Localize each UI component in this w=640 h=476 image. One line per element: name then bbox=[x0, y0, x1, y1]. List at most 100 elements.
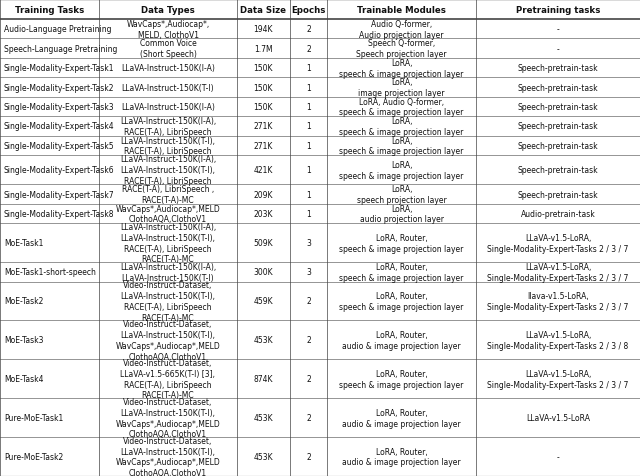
Text: LLaVA-Instruct-150K(I-A),
LLaVA-Instruct-150K(T-I): LLaVA-Instruct-150K(I-A), LLaVA-Instruct… bbox=[120, 262, 216, 282]
Text: 1: 1 bbox=[306, 103, 311, 112]
Text: 150K: 150K bbox=[253, 103, 273, 112]
Text: Common Voice
(Short Speech): Common Voice (Short Speech) bbox=[140, 39, 196, 59]
Text: WavCaps*,Audiocap*,MELD
ClothoAQA,ClothoV1: WavCaps*,Audiocap*,MELD ClothoAQA,Clotho… bbox=[116, 204, 220, 224]
Text: 300K: 300K bbox=[253, 268, 273, 277]
Text: LLaVA-Instruct-150K(T-I),
RACE(T-A), LibriSpeech: LLaVA-Instruct-150K(T-I), RACE(T-A), Lib… bbox=[120, 136, 216, 156]
Text: 2: 2 bbox=[306, 452, 311, 461]
Text: Single-Modality-Expert-Task4: Single-Modality-Expert-Task4 bbox=[4, 122, 115, 131]
Text: Epochs: Epochs bbox=[291, 6, 326, 14]
Text: LoRA, Router,
audio & image projection layer: LoRA, Router, audio & image projection l… bbox=[342, 447, 461, 466]
Text: 453K: 453K bbox=[253, 413, 273, 422]
Text: 3: 3 bbox=[306, 268, 311, 277]
Text: LLaVA-Instruct-150K(T-I): LLaVA-Instruct-150K(T-I) bbox=[122, 83, 214, 92]
Text: LoRA, Audio Q-former,
speech & image projection layer: LoRA, Audio Q-former, speech & image pro… bbox=[339, 98, 464, 117]
Text: Speech-pretrain-task: Speech-pretrain-task bbox=[518, 103, 598, 112]
Text: Data Size: Data Size bbox=[241, 6, 286, 14]
Text: -: - bbox=[557, 452, 559, 461]
Text: 509K: 509K bbox=[253, 238, 273, 248]
Text: Single-Modality-Expert-Task3: Single-Modality-Expert-Task3 bbox=[4, 103, 115, 112]
Text: 150K: 150K bbox=[253, 83, 273, 92]
Text: llava-v1.5-LoRA,
Single-Modality-Expert-Tasks 2 / 3 / 7: llava-v1.5-LoRA, Single-Modality-Expert-… bbox=[488, 291, 628, 311]
Text: MoE-Task1: MoE-Task1 bbox=[4, 238, 44, 248]
Text: LoRA,
speech & image projection layer: LoRA, speech & image projection layer bbox=[339, 136, 464, 156]
Text: LLaVA-v1.5-LoRA,
Single-Modality-Expert-Tasks 2 / 3 / 7: LLaVA-v1.5-LoRA, Single-Modality-Expert-… bbox=[488, 233, 628, 253]
Text: LoRA,
image projection layer: LoRA, image projection layer bbox=[358, 78, 445, 98]
Text: LLaVA-v1.5-LoRA: LLaVA-v1.5-LoRA bbox=[526, 413, 590, 422]
Text: 203K: 203K bbox=[253, 209, 273, 218]
Text: LoRA,
speech & image projection layer: LoRA, speech & image projection layer bbox=[339, 117, 464, 137]
Text: 1: 1 bbox=[306, 209, 311, 218]
Text: 1: 1 bbox=[306, 142, 311, 150]
Text: Speech-Language Pretraining: Speech-Language Pretraining bbox=[4, 45, 117, 54]
Text: Single-Modality-Expert-Task5: Single-Modality-Expert-Task5 bbox=[4, 142, 115, 150]
Text: LoRA, Router,
speech & image projection layer: LoRA, Router, speech & image projection … bbox=[339, 233, 464, 253]
Text: MoE-Task2: MoE-Task2 bbox=[4, 297, 44, 306]
Text: LLaVA-Instruct-150K(I-A): LLaVA-Instruct-150K(I-A) bbox=[121, 64, 215, 73]
Text: 3: 3 bbox=[306, 238, 311, 248]
Text: 194K: 194K bbox=[253, 25, 273, 34]
Text: 2: 2 bbox=[306, 336, 311, 345]
Text: 150K: 150K bbox=[253, 64, 273, 73]
Text: Audio Q-former,
Audio projection layer: Audio Q-former, Audio projection layer bbox=[359, 20, 444, 40]
Text: 453K: 453K bbox=[253, 336, 273, 345]
Text: LoRA,
speech & image projection layer: LoRA, speech & image projection layer bbox=[339, 59, 464, 79]
Text: LoRA, Router,
speech & image projection layer: LoRA, Router, speech & image projection … bbox=[339, 262, 464, 282]
Text: 2: 2 bbox=[306, 375, 311, 384]
Text: LLaVA-Instruct-150K(I-A): LLaVA-Instruct-150K(I-A) bbox=[121, 103, 215, 112]
Text: LLaVA-Instruct-150K(I-A),
LLaVA-Instruct-150K(T-I),
RACE(T-A), LibriSpeech
RACE(: LLaVA-Instruct-150K(I-A), LLaVA-Instruct… bbox=[120, 223, 216, 264]
Text: LLaVA-v1.5-LoRA,
Single-Modality-Expert-Tasks 2 / 3 / 7: LLaVA-v1.5-LoRA, Single-Modality-Expert-… bbox=[488, 369, 628, 389]
Text: Single-Modality-Expert-Task8: Single-Modality-Expert-Task8 bbox=[4, 209, 115, 218]
Text: Audio-Language Pretraining: Audio-Language Pretraining bbox=[4, 25, 111, 34]
Text: Pretraining tasks: Pretraining tasks bbox=[516, 6, 600, 14]
Text: 2: 2 bbox=[306, 297, 311, 306]
Text: 874K: 874K bbox=[253, 375, 273, 384]
Text: Single-Modality-Expert-Task7: Single-Modality-Expert-Task7 bbox=[4, 190, 115, 199]
Text: 209K: 209K bbox=[253, 190, 273, 199]
Text: LLaVA-Instruct-150K(I-A),
LLaVA-Instruct-150K(T-I),
RACE(T-A), LibriSpeech: LLaVA-Instruct-150K(I-A), LLaVA-Instruct… bbox=[120, 155, 216, 186]
Text: LLaVA-Instruct-150K(I-A),
RACE(T-A), LibriSpeech: LLaVA-Instruct-150K(I-A), RACE(T-A), Lib… bbox=[120, 117, 216, 137]
Text: Trainable Modules: Trainable Modules bbox=[357, 6, 446, 14]
Text: 2: 2 bbox=[306, 25, 311, 34]
Text: LoRA, Router,
speech & image projection layer: LoRA, Router, speech & image projection … bbox=[339, 369, 464, 389]
Text: LoRA,
audio projection layer: LoRA, audio projection layer bbox=[360, 204, 444, 224]
Text: Video-Instruct-Dataset,
LLaVA-v1.5-665K(T-I) [3],
RACE(T-A), LibriSpeech
RACE(T-: Video-Instruct-Dataset, LLaVA-v1.5-665K(… bbox=[120, 358, 216, 399]
Text: Video-Instruct-Dataset,
LLaVA-Instruct-150K(T-I),
WavCaps*,Audiocap*,MELD
Clotho: Video-Instruct-Dataset, LLaVA-Instruct-1… bbox=[116, 397, 220, 438]
Text: -: - bbox=[557, 25, 559, 34]
Text: -: - bbox=[557, 45, 559, 54]
Text: Video-Instruct-Dataset,
LLaVA-Instruct-150K(T-I),
WavCaps*,Audiocap*,MELD
Clotho: Video-Instruct-Dataset, LLaVA-Instruct-1… bbox=[116, 319, 220, 361]
Text: 459K: 459K bbox=[253, 297, 273, 306]
Text: RACE(T-A), LibriSpeech ,
RACE(T-A)-MC: RACE(T-A), LibriSpeech , RACE(T-A)-MC bbox=[122, 185, 214, 205]
Text: 1: 1 bbox=[306, 64, 311, 73]
Text: LoRA,
speech & image projection layer: LoRA, speech & image projection layer bbox=[339, 160, 464, 180]
Text: Speech-pretrain-task: Speech-pretrain-task bbox=[518, 142, 598, 150]
Text: LoRA, Router,
speech & image projection layer: LoRA, Router, speech & image projection … bbox=[339, 291, 464, 311]
Text: LLaVA-v1.5-LoRA,
Single-Modality-Expert-Tasks 2 / 3 / 8: LLaVA-v1.5-LoRA, Single-Modality-Expert-… bbox=[488, 330, 628, 350]
Text: Pure-MoE-Task2: Pure-MoE-Task2 bbox=[4, 452, 63, 461]
Text: Speech Q-former,
Speech projection layer: Speech Q-former, Speech projection layer bbox=[356, 39, 447, 59]
Text: LoRA, Router,
audio & image projection layer: LoRA, Router, audio & image projection l… bbox=[342, 330, 461, 350]
Text: 1: 1 bbox=[306, 166, 311, 175]
Text: LoRA, Router,
audio & image projection layer: LoRA, Router, audio & image projection l… bbox=[342, 408, 461, 427]
Text: 271K: 271K bbox=[253, 142, 273, 150]
Text: Training Tasks: Training Tasks bbox=[15, 6, 84, 14]
Text: Pure-MoE-Task1: Pure-MoE-Task1 bbox=[4, 413, 63, 422]
Text: Speech-pretrain-task: Speech-pretrain-task bbox=[518, 122, 598, 131]
Text: 421K: 421K bbox=[253, 166, 273, 175]
Text: 271K: 271K bbox=[253, 122, 273, 131]
Text: 453K: 453K bbox=[253, 452, 273, 461]
Text: Single-Modality-Expert-Task1: Single-Modality-Expert-Task1 bbox=[4, 64, 115, 73]
Text: WavCaps*,Audiocap*,
MELD, ClothoV1: WavCaps*,Audiocap*, MELD, ClothoV1 bbox=[126, 20, 210, 40]
Text: MoE-Task3: MoE-Task3 bbox=[4, 336, 44, 345]
Text: 1: 1 bbox=[306, 83, 311, 92]
Text: 1: 1 bbox=[306, 122, 311, 131]
Text: 1: 1 bbox=[306, 190, 311, 199]
Text: 1.7M: 1.7M bbox=[254, 45, 273, 54]
Text: LLaVA-v1.5-LoRA,
Single-Modality-Expert-Tasks 2 / 3 / 7: LLaVA-v1.5-LoRA, Single-Modality-Expert-… bbox=[488, 262, 628, 282]
Text: Video-Instruct-Dataset,
LLaVA-Instruct-150K(T-I),
RACE(T-A), LibriSpeech
RACE(T-: Video-Instruct-Dataset, LLaVA-Instruct-1… bbox=[120, 281, 216, 322]
Text: Speech-pretrain-task: Speech-pretrain-task bbox=[518, 166, 598, 175]
Text: Speech-pretrain-task: Speech-pretrain-task bbox=[518, 83, 598, 92]
Text: MoE-Task1-short-speech: MoE-Task1-short-speech bbox=[4, 268, 96, 277]
Text: Data Types: Data Types bbox=[141, 6, 195, 14]
Text: 2: 2 bbox=[306, 413, 311, 422]
Text: 2: 2 bbox=[306, 45, 311, 54]
